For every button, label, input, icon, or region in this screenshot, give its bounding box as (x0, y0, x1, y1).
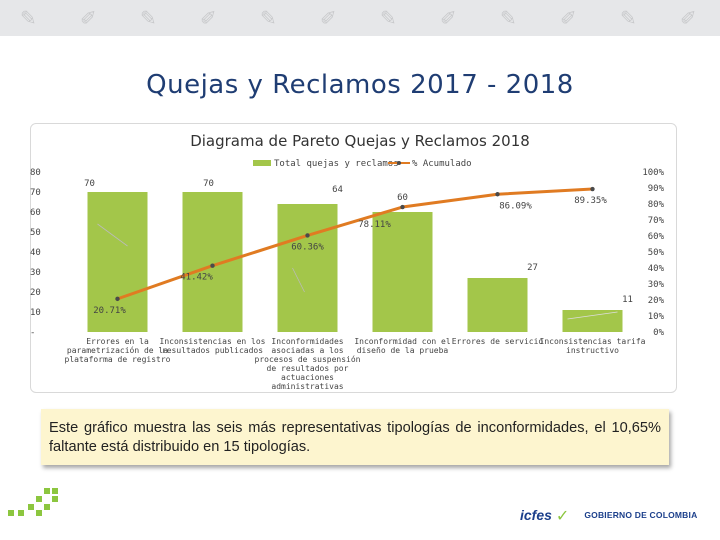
legend-bar-label: Total quejas y reclamos (274, 159, 399, 169)
left-axis-tick: 60 (30, 208, 41, 218)
bar (87, 192, 148, 332)
cumulative-label: 20.71% (93, 306, 126, 316)
decorative-squares (8, 488, 68, 518)
right-axis-tick: 80% (648, 200, 665, 210)
bar-value-label: 11 (622, 295, 633, 305)
cumulative-label: 86.09% (499, 201, 532, 211)
right-axis-tick: 90% (648, 184, 665, 194)
left-axis-tick: 10 (30, 308, 41, 318)
cumulative-label: 89.35% (574, 196, 607, 206)
category-label: resultados publicados (162, 346, 263, 355)
category-label: Inconformidades (271, 337, 343, 346)
right-axis-tick: 40% (648, 264, 665, 274)
legend-line-marker (397, 161, 401, 165)
left-axis-tick: 40 (30, 248, 41, 258)
description-note: Este gráfico muestra las seis más repres… (41, 409, 669, 465)
category-label: actuaciones (281, 373, 334, 382)
cumulative-point (115, 296, 120, 302)
bar (562, 310, 623, 332)
header-band: ✎ ✐ ✎ ✐ ✎ ✐ ✎ ✐ ✎ ✐ ✎ ✐ (0, 0, 720, 36)
slide-title: Quejas y Reclamos 2017 - 2018 (146, 70, 574, 100)
bar (182, 192, 243, 332)
gov-logo-text: GOBIERNO DE COLOMBIA (584, 510, 698, 520)
bar-value-label: 70 (203, 179, 214, 189)
bar (277, 204, 338, 332)
category-label: Errores en la (86, 337, 149, 346)
right-axis-tick: 10% (648, 312, 665, 322)
category-label: Errores de servicio (452, 337, 544, 346)
cumulative-label: 60.36% (291, 242, 324, 252)
icfes-logo: icfes (520, 507, 552, 523)
cumulative-label: 41.42% (180, 273, 213, 283)
right-axis-tick: 20% (648, 296, 665, 306)
chart-title: Diagrama de Pareto Quejas y Reclamos 201… (190, 132, 530, 150)
left-axis-tick: 20 (30, 288, 41, 298)
right-axis-tick: 100% (642, 168, 664, 178)
leader-line (567, 311, 618, 320)
bar-value-label: 70 (84, 179, 95, 189)
category-label: instructivo (566, 346, 619, 355)
cumulative-point (495, 192, 500, 197)
cumulative-point (590, 186, 595, 192)
left-axis-tick: 30 (30, 268, 41, 278)
leader-line (97, 223, 128, 247)
bar-value-label: 60 (397, 193, 408, 203)
cumulative-point (210, 263, 215, 268)
footer-logos: icfes ✓ GOBIERNO DE COLOMBIA (520, 502, 698, 528)
category-label: plataforma de registro (65, 355, 171, 364)
category-label: parametrización de la (67, 345, 168, 355)
left-axis-tick: 50 (30, 228, 41, 238)
cumulative-point (305, 233, 310, 238)
left-axis-tick: 80 (30, 168, 41, 178)
right-axis-tick: 50% (648, 248, 665, 258)
cumulative-label: 78.11% (358, 220, 391, 230)
category-label: procesos de suspensión (255, 354, 361, 364)
cumulative-line (117, 187, 593, 301)
right-axis-tick: 60% (648, 232, 665, 242)
right-axis-tick: 0% (653, 328, 664, 338)
bar-value-label: 27 (527, 263, 538, 273)
check-icon: ✓ (555, 505, 570, 525)
right-axis-tick: 70% (648, 216, 665, 226)
cumulative-point (400, 204, 405, 210)
bar (467, 278, 528, 332)
category-label: Inconsistencias en los (160, 337, 266, 346)
category-label: administrativas (271, 382, 343, 391)
category-label: de resultados por (267, 364, 349, 373)
category-label: diseño de la prueba (357, 346, 449, 355)
category-label: asociadas a los (271, 346, 343, 355)
category-label: Inconsistencias tarifa (540, 337, 646, 346)
legend-line-label: % Acumulado (412, 159, 472, 169)
bar (372, 212, 433, 332)
right-axis-tick: 30% (648, 280, 665, 290)
bar-value-label: 64 (332, 185, 343, 195)
legend-bar-swatch (253, 160, 271, 166)
left-axis-tick: 70 (30, 188, 41, 198)
left-axis-tick: - (30, 328, 35, 338)
leader-line (292, 267, 305, 293)
category-label: Inconformidad con el (354, 337, 451, 346)
